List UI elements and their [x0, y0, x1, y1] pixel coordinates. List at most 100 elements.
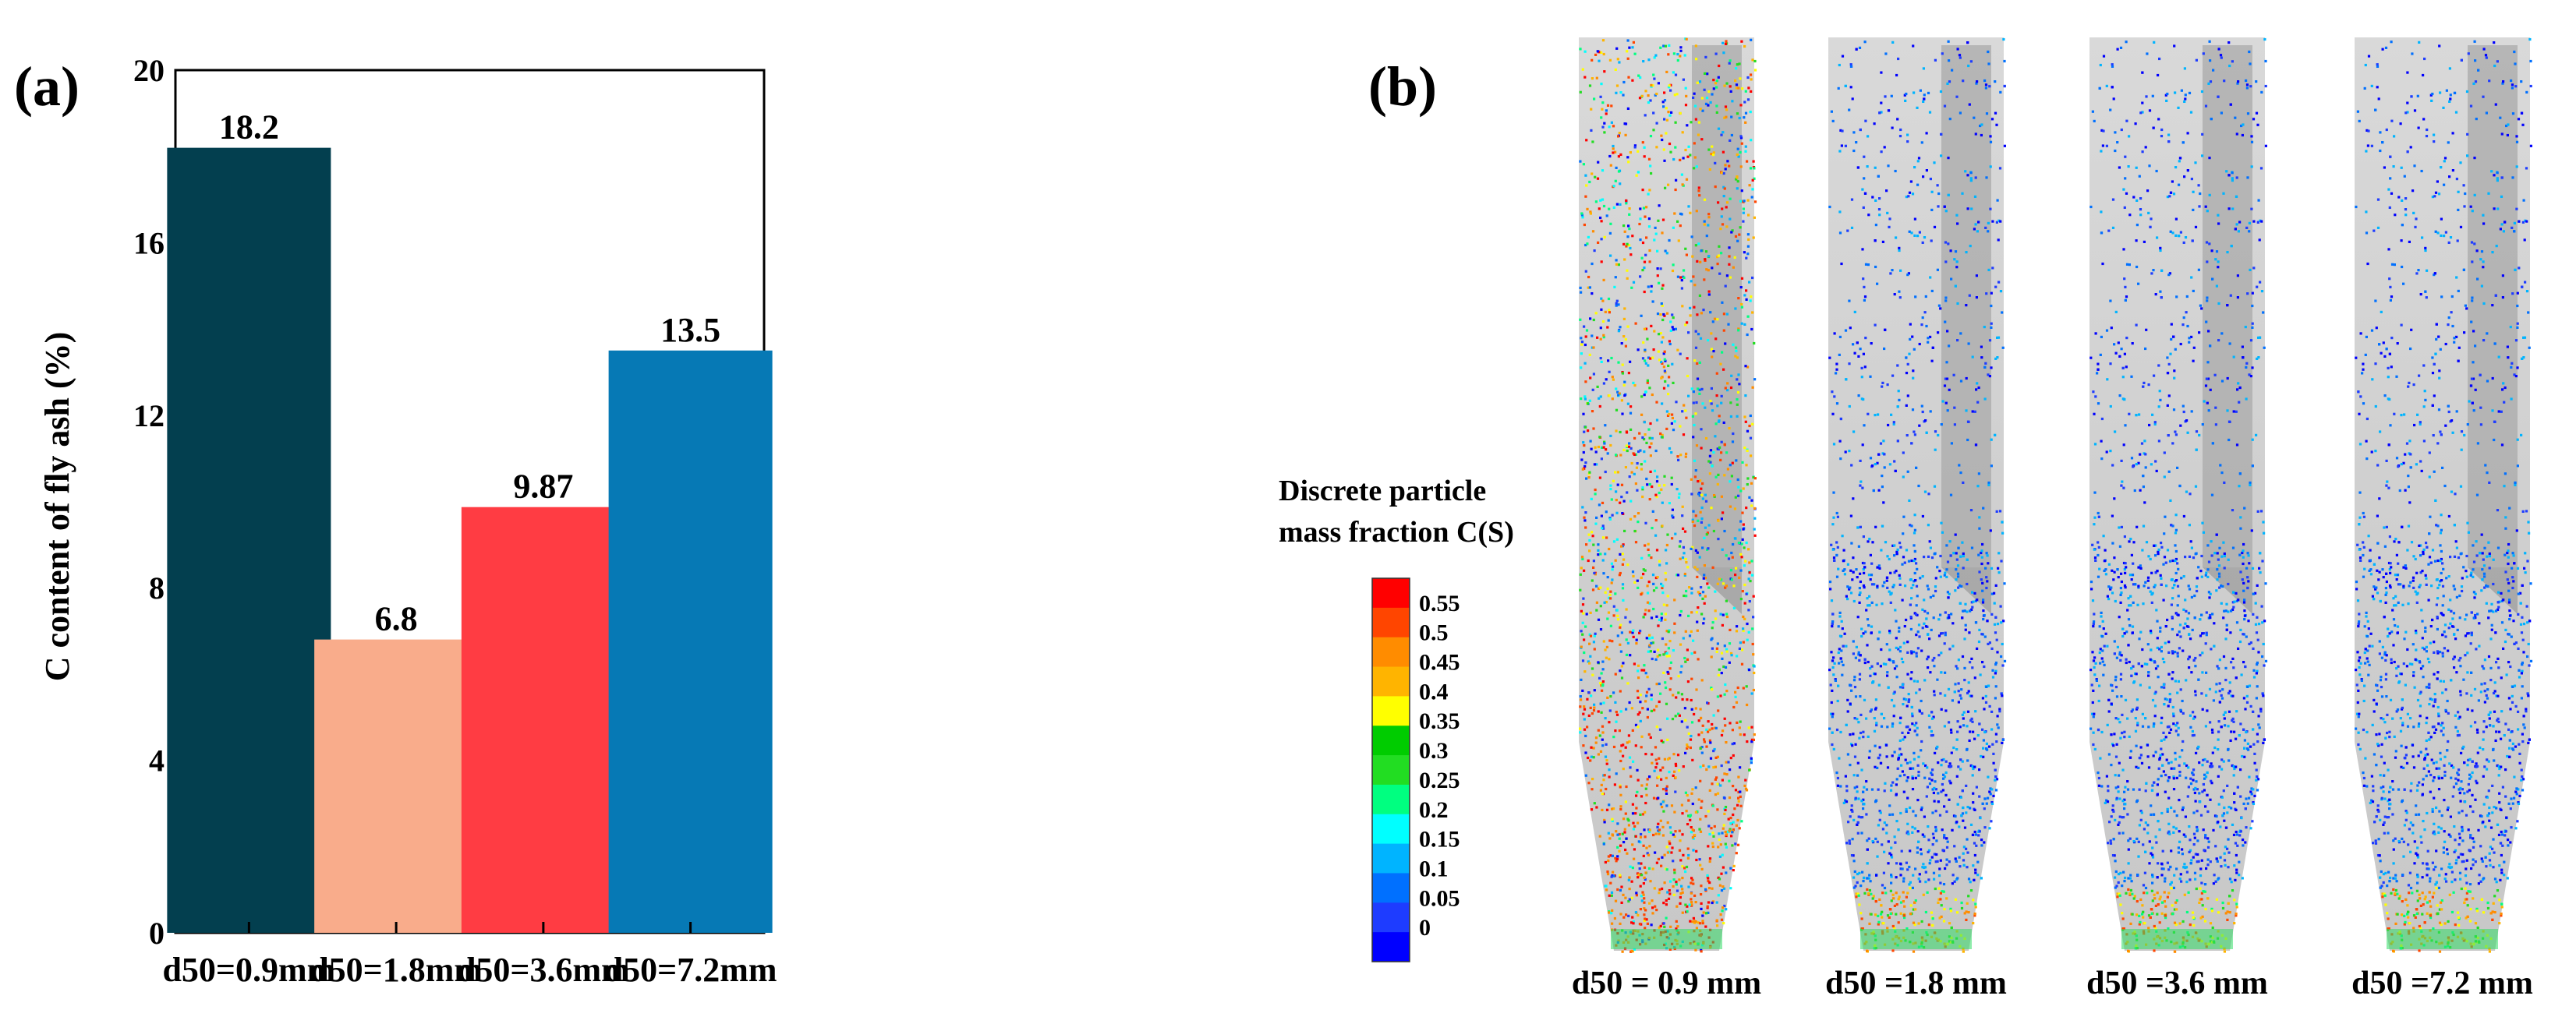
particle	[1927, 714, 1930, 717]
particle	[1985, 742, 1988, 745]
particle	[1643, 919, 1646, 923]
particle	[1943, 805, 1946, 808]
particle	[1662, 922, 1665, 925]
particle	[1880, 725, 1884, 728]
particle	[1616, 483, 1619, 486]
particle	[1911, 408, 1915, 411]
particle	[1939, 859, 1942, 862]
particle	[1609, 443, 1612, 447]
particle	[1994, 733, 1997, 736]
particle	[1637, 862, 1640, 865]
particle	[1893, 904, 1896, 907]
particle	[1965, 910, 1968, 913]
particle	[1637, 913, 1640, 917]
particle	[1985, 552, 1988, 555]
particle	[1710, 332, 1713, 335]
particle	[1725, 650, 1729, 653]
particle	[1850, 854, 1854, 857]
particle	[2139, 754, 2143, 757]
particle	[1982, 609, 1985, 613]
particle	[1951, 874, 1955, 877]
particle	[1626, 449, 1629, 453]
particle	[1943, 836, 1946, 839]
particle	[1648, 602, 1651, 605]
particle	[1607, 297, 1611, 301]
particle	[1597, 543, 1600, 546]
particle	[1927, 825, 1930, 828]
particle	[1948, 388, 1951, 391]
particle	[1694, 514, 1697, 517]
particle	[1941, 828, 1944, 832]
particle	[1983, 807, 1986, 810]
particle	[1922, 893, 1925, 896]
particle	[1747, 214, 1750, 217]
particle	[1619, 786, 1622, 789]
particle	[1614, 276, 1617, 279]
particle	[1696, 568, 1699, 571]
particle	[1639, 449, 1642, 452]
particle	[2162, 731, 2165, 734]
particle	[1858, 601, 1861, 604]
particle	[1858, 587, 1861, 590]
particle	[1863, 177, 1866, 180]
particle	[1842, 663, 1845, 666]
particle	[2000, 621, 2003, 624]
particle	[1724, 168, 1727, 171]
particle	[1654, 54, 1658, 57]
particle	[1661, 231, 1664, 235]
particle	[1743, 447, 1746, 450]
particle	[1700, 312, 1703, 315]
particle	[2201, 651, 2204, 655]
particle	[1729, 817, 1732, 820]
particle	[1618, 849, 1621, 853]
particle	[1722, 51, 1725, 55]
particle	[1905, 895, 1908, 899]
particle	[1939, 692, 1942, 695]
particle	[1732, 754, 1735, 757]
particle	[1724, 830, 1727, 834]
particle	[1725, 451, 1729, 454]
particle	[1962, 481, 1965, 484]
particle	[1866, 888, 1869, 892]
particle	[1649, 454, 1652, 457]
particle	[1898, 739, 1902, 742]
particle	[1831, 620, 1835, 623]
particle	[2250, 529, 2253, 532]
particle	[1978, 527, 1981, 530]
particle	[1983, 397, 1987, 401]
particle	[2170, 881, 2173, 884]
particle	[1740, 40, 1743, 43]
particle	[2093, 119, 2096, 122]
particle	[1895, 876, 1898, 879]
particle	[1641, 141, 1644, 144]
particle	[1619, 153, 1622, 156]
particle	[1681, 697, 1684, 701]
particle	[1644, 877, 1647, 881]
particle	[1615, 203, 1619, 206]
particle	[1629, 654, 1632, 657]
particle	[1913, 531, 1916, 535]
particle	[1832, 443, 1836, 446]
colorbar-tick-label: 0.05	[1419, 885, 1460, 911]
particle	[2141, 549, 2144, 552]
particle	[1731, 100, 1734, 103]
particle	[1862, 535, 1865, 538]
particle	[1748, 561, 1751, 564]
particle	[1751, 627, 1754, 630]
particle	[1888, 804, 1891, 807]
particle	[1863, 365, 1867, 369]
particle	[1628, 756, 1632, 759]
particle	[1982, 618, 1985, 621]
particle	[2110, 815, 2113, 818]
particle	[1737, 790, 1740, 794]
particle	[1751, 178, 1754, 182]
particle	[2193, 836, 2196, 839]
particle	[1605, 645, 1608, 648]
particle	[1632, 828, 1635, 831]
particle	[1730, 115, 1733, 118]
particle	[1649, 422, 1652, 425]
particle	[1630, 471, 1633, 474]
particle	[2158, 757, 2161, 761]
particle	[1602, 446, 1605, 449]
particle	[1888, 813, 1891, 816]
